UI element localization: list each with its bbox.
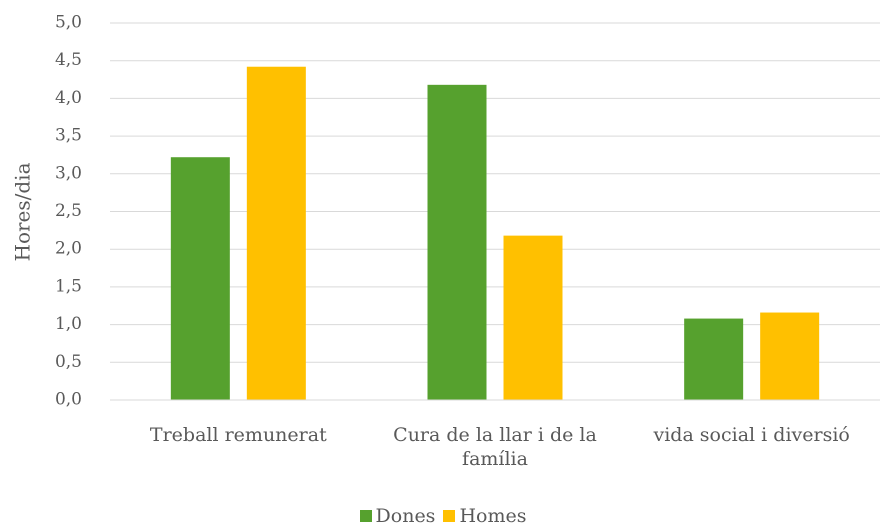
bar xyxy=(760,312,820,400)
x-tick-label: vida social i diversió xyxy=(653,424,850,446)
legend-item: Dones xyxy=(359,505,436,526)
bar xyxy=(246,66,306,401)
y-tick-label: 4,5 xyxy=(55,50,82,70)
legend-swatch xyxy=(443,510,456,522)
bar xyxy=(427,84,487,400)
y-tick-label: 1,5 xyxy=(55,276,82,296)
x-tick-label: Treball remunerat xyxy=(149,424,327,446)
x-tick-label: Cura de la llar i de la família xyxy=(393,424,597,470)
y-axis-title: Hores/dia xyxy=(11,162,35,261)
bar xyxy=(503,235,563,400)
legend-label: Homes xyxy=(459,505,527,526)
legend: Dones Homes xyxy=(0,505,886,526)
y-tick-label: 0,5 xyxy=(55,352,82,372)
y-tick-label: 2,5 xyxy=(55,201,82,221)
y-tick-label: 1,0 xyxy=(55,314,82,334)
y-tick-label: 4,0 xyxy=(55,88,82,108)
y-tick-label: 5,0 xyxy=(55,13,82,33)
legend-label: Dones xyxy=(375,505,436,526)
y-tick-label: 3,5 xyxy=(55,126,82,146)
bar xyxy=(684,318,744,400)
y-tick-label: 3,0 xyxy=(55,163,82,183)
bar xyxy=(170,157,230,400)
y-tick-label: 0,0 xyxy=(55,390,82,410)
y-tick-label: 2,0 xyxy=(55,239,82,259)
legend-swatch xyxy=(359,510,372,522)
legend-item: Homes xyxy=(443,505,526,526)
